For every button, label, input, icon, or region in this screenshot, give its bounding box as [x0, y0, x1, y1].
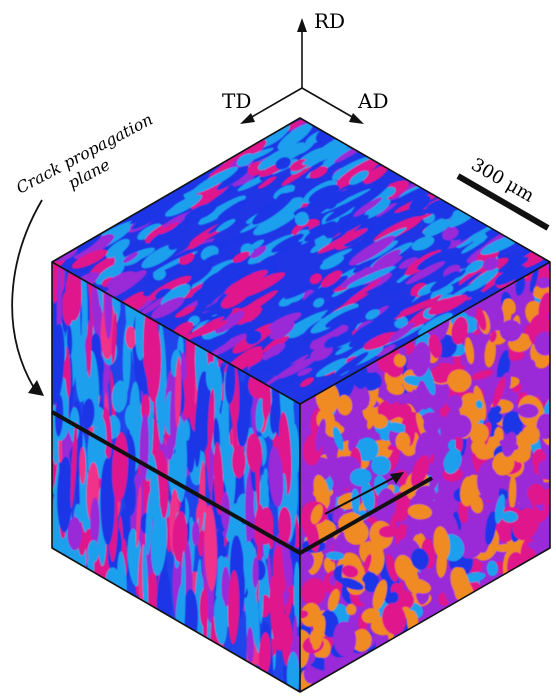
crack-plane-annotation: Crack propagation plane: [13, 110, 165, 216]
grain: [351, 402, 358, 414]
grain: [87, 324, 91, 378]
annotation-arrow: [12, 200, 44, 396]
axis-label-rd: RD: [314, 9, 345, 33]
axis-triad: [240, 18, 364, 124]
grain: [396, 432, 411, 451]
axis-label-ad: AD: [357, 89, 388, 113]
axis-label-td: TD: [222, 89, 251, 113]
